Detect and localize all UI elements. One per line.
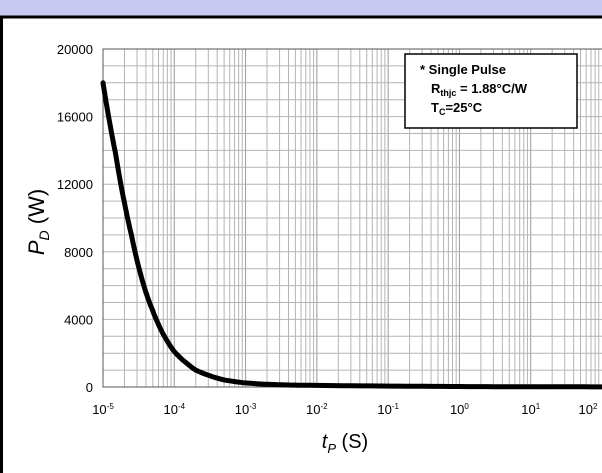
x-tick-base: 10 bbox=[235, 402, 249, 417]
legend-line-2: Rthjc = 1.88°C/W bbox=[431, 81, 528, 98]
header-band bbox=[0, 0, 602, 16]
x-tick-base: 10 bbox=[163, 402, 177, 417]
x-tick-exponent: -4 bbox=[178, 402, 186, 411]
legend-line-3-main: T bbox=[431, 100, 439, 115]
legend-line-3-sub: C bbox=[439, 107, 446, 117]
x-tick-label: 10-1 bbox=[377, 402, 399, 417]
x-tick-exponent: 0 bbox=[464, 402, 469, 411]
x-tick-exponent: -5 bbox=[107, 402, 115, 411]
y-axis-label-main: P bbox=[24, 240, 49, 255]
y-tick-label: 12000 bbox=[57, 177, 93, 192]
legend-line-2-main: R bbox=[431, 81, 441, 96]
x-axis-label-main: t bbox=[322, 431, 329, 453]
legend-line-3-rest: =25°C bbox=[445, 100, 482, 115]
legend-line-3: TC=25°C bbox=[431, 100, 483, 117]
legend-line-2-sub: thjc bbox=[440, 88, 456, 98]
y-tick-label: 8000 bbox=[64, 245, 93, 260]
legend-line-2-rest: = 1.88°C/W bbox=[456, 81, 527, 96]
x-tick-label: 101 bbox=[521, 402, 540, 417]
y-tick-labels: 0 4000 8000 12000 16000 20000 bbox=[57, 42, 93, 395]
y-axis-label-sub: D bbox=[36, 230, 52, 240]
legend-line-1: * Single Pulse bbox=[420, 62, 506, 77]
x-tick-base: 10 bbox=[521, 402, 535, 417]
x-tick-base: 10 bbox=[377, 402, 391, 417]
x-tick-base: 10 bbox=[579, 402, 593, 417]
x-tick-exponent: -2 bbox=[321, 402, 329, 411]
x-axis-label-unit: (S) bbox=[336, 431, 368, 453]
y-tick-label: 4000 bbox=[64, 312, 93, 327]
x-tick-label: 10-5 bbox=[92, 402, 114, 417]
x-tick-labels: 10-5 10-4 10-3 10-2 10-1 100 101 102 bbox=[92, 402, 598, 417]
y-axis-label-unit: (W) bbox=[24, 189, 49, 231]
x-tick-exponent: 2 bbox=[593, 402, 598, 411]
x-tick-label: 10-4 bbox=[163, 402, 185, 417]
x-tick-base: 10 bbox=[450, 402, 464, 417]
x-tick-label: 10-2 bbox=[306, 402, 328, 417]
x-tick-base: 10 bbox=[306, 402, 320, 417]
y-tick-label: 0 bbox=[86, 380, 93, 395]
x-tick-label: 10-3 bbox=[235, 402, 257, 417]
y-tick-label: 16000 bbox=[57, 110, 93, 125]
legend-box bbox=[404, 53, 578, 129]
x-tick-label: 102 bbox=[579, 402, 598, 417]
x-tick-label: 100 bbox=[450, 402, 469, 417]
legend: * Single Pulse Rthjc = 1.88°C/W TC=25°C bbox=[404, 53, 578, 129]
x-tick-exponent: 1 bbox=[536, 402, 541, 411]
x-axis-label: tP (S) bbox=[322, 431, 368, 456]
pd-curve bbox=[100, 80, 602, 390]
y-axis-label: PD (W) bbox=[24, 189, 52, 255]
x-tick-exponent: -1 bbox=[392, 402, 400, 411]
y-tick-label: 20000 bbox=[57, 42, 93, 57]
x-axis-label-sub: P bbox=[327, 441, 336, 456]
x-tick-base: 10 bbox=[92, 402, 106, 417]
x-tick-exponent: -3 bbox=[249, 402, 257, 411]
